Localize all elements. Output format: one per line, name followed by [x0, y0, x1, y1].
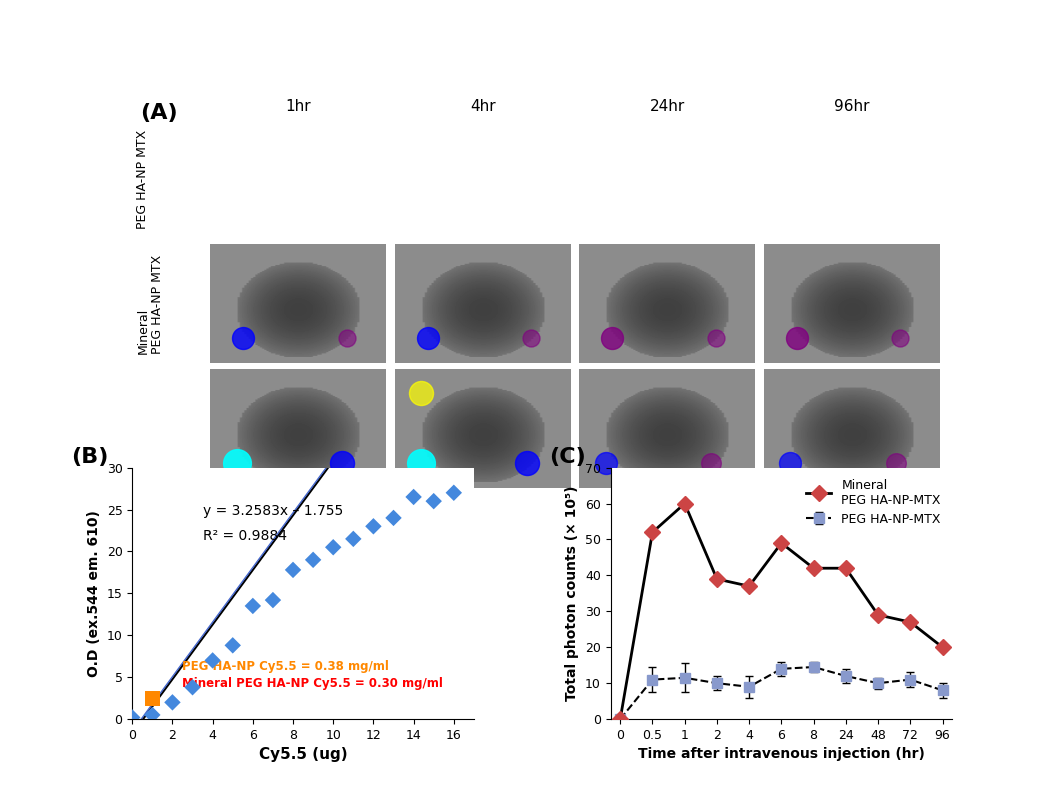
Point — [264, 594, 281, 607]
Mineral
PEG HA-NP-MTX — [711, 574, 724, 584]
Text: 4hr: 4hr — [470, 99, 495, 114]
Point — [144, 692, 161, 705]
Point — [345, 532, 362, 545]
Point — [325, 541, 342, 553]
Mineral
PEG HA-NP-MTX — [678, 499, 691, 508]
Mineral
PEG HA-NP-MTX — [776, 538, 788, 548]
Text: y = 3.2583x – 1.755: y = 3.2583x – 1.755 — [202, 504, 343, 518]
Point — [365, 520, 382, 532]
Point — [305, 553, 322, 566]
Point — [204, 654, 221, 667]
Text: Mineral PEG HA-NP Cy5.5 = 0.30 mg/ml: Mineral PEG HA-NP Cy5.5 = 0.30 mg/ml — [182, 677, 443, 690]
Text: Mineral
PEG HA-NP MTX: Mineral PEG HA-NP MTX — [136, 255, 164, 354]
X-axis label: Time after intravenous injection (hr): Time after intravenous injection (hr) — [638, 747, 925, 761]
Text: 24hr: 24hr — [650, 99, 685, 114]
Point — [164, 696, 181, 709]
Legend: Mineral
PEG HA-NP-MTX, PEG HA-NP-MTX: Mineral PEG HA-NP-MTX, PEG HA-NP-MTX — [802, 473, 946, 531]
Text: R² = 0.9884: R² = 0.9884 — [202, 529, 287, 543]
Point — [124, 711, 141, 724]
Text: 96hr: 96hr — [834, 99, 870, 114]
Point — [224, 639, 241, 652]
Point — [425, 494, 442, 507]
Text: (B): (B) — [71, 448, 108, 468]
Text: 1hr: 1hr — [286, 99, 311, 114]
Mineral
PEG HA-NP-MTX — [743, 581, 755, 591]
Y-axis label: O.D (ex.544 em. 610): O.D (ex.544 em. 610) — [87, 510, 102, 677]
Mineral
PEG HA-NP-MTX — [839, 563, 852, 573]
Point — [385, 511, 402, 524]
Mineral
PEG HA-NP-MTX — [936, 642, 949, 652]
Mineral
PEG HA-NP-MTX — [872, 610, 884, 620]
Mineral
PEG HA-NP-MTX — [807, 563, 820, 573]
Point — [405, 490, 422, 503]
Mineral
PEG HA-NP-MTX — [614, 714, 626, 724]
Text: PEG HA-NP MTX: PEG HA-NP MTX — [136, 129, 149, 229]
Line: Mineral
PEG HA-NP-MTX: Mineral PEG HA-NP-MTX — [615, 498, 948, 725]
Point — [445, 486, 462, 499]
Text: PEG HA-NP Cy5.5 = 0.38 mg/ml: PEG HA-NP Cy5.5 = 0.38 mg/ml — [182, 660, 389, 673]
Text: (A): (A) — [141, 103, 178, 123]
Mineral
PEG HA-NP-MTX — [904, 617, 916, 627]
Point — [184, 681, 201, 694]
Point — [144, 709, 161, 722]
X-axis label: Cy5.5 (ug): Cy5.5 (ug) — [259, 747, 347, 763]
Text: (C): (C) — [549, 448, 586, 468]
Point — [244, 600, 261, 612]
Point — [285, 563, 302, 576]
Mineral
PEG HA-NP-MTX — [646, 528, 659, 537]
Y-axis label: Total photon counts (× 10⁵): Total photon counts (× 10⁵) — [565, 486, 580, 701]
